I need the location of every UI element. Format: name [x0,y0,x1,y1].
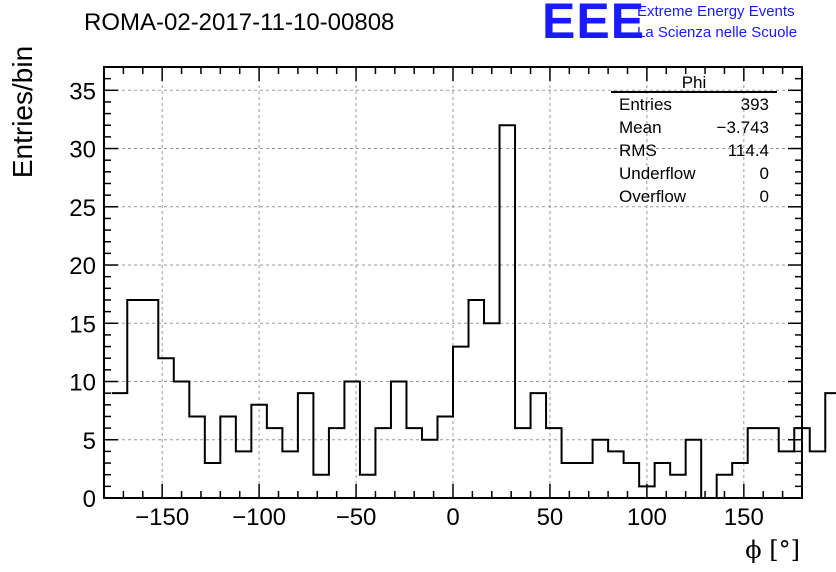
y-axis-label: Entries/bin [7,46,38,178]
logo-text-line2: La Scienza nelle Scuole [637,24,798,41]
histogram-bin [344,382,360,498]
histogram-bin [406,428,422,498]
stats-label: Overflow [619,187,687,206]
x-tick-label: 0 [446,504,459,531]
x-tick-label: 100 [627,504,667,531]
stats-box: Phi Entries 393 Mean −3.743 RMS 114.4 Underflo… [611,73,777,206]
histogram-bin [546,428,562,498]
histogram-bin [313,475,329,498]
x-tick-label: 50 [537,504,564,531]
histogram-bin [298,393,314,498]
y-tick-label: 30 [69,137,96,164]
y-tick-label: 15 [69,311,96,338]
histogram-bin [143,300,159,498]
histogram-bin [205,463,221,498]
stats-label: Mean [619,118,662,137]
histogram-bin [577,463,593,498]
histogram-bin [174,382,190,498]
axis-ticks [103,66,803,499]
y-tick-label: 35 [69,78,96,105]
stats-label: Underflow [619,164,696,183]
histogram-bin [267,428,283,498]
histogram-bin [655,463,671,498]
histogram-bin [608,451,624,498]
chart-title: ROMA-02-2017-11-10-00808 [84,9,395,36]
histogram-bin [686,440,702,498]
y-tick-label: 0 [83,486,96,513]
histogram-series [111,124,836,499]
histogram-bin [670,475,686,498]
histogram-bin [469,300,485,498]
histogram-bin [825,393,836,498]
histogram-bin [748,428,764,498]
histogram-bin [329,428,345,498]
stats-value: 114.4 [728,141,769,160]
histogram-bin [360,475,376,498]
x-tick-label: −100 [232,504,286,531]
histogram-bin [810,451,826,498]
histogram-bin [453,347,469,498]
histogram-bin [779,451,795,498]
stats-value: 0 [760,164,769,183]
stats-value: −3.743 [717,118,769,137]
eee-logo: EEE [542,0,646,49]
histogram-bin [375,428,391,498]
x-tick-label: −150 [135,504,189,531]
y-tick-label: 5 [83,428,96,455]
histogram-outline [111,124,836,499]
histogram-bin [282,451,298,498]
x-tick-label: 150 [724,504,764,531]
histogram-bin [220,416,236,498]
stats-label: RMS [619,141,657,160]
histogram-bin [189,416,205,498]
histogram-bin [500,125,516,498]
y-tick-label: 20 [69,253,96,280]
histogram-bin [112,393,128,498]
histogram-bin [158,358,174,498]
y-tick-label: 10 [69,370,96,397]
histogram-bin [422,440,438,498]
histogram-bin [732,463,748,498]
histogram-bin [763,428,779,498]
stats-value: 0 [760,187,769,206]
histogram-bin [236,451,252,498]
stats-value: 393 [741,95,769,114]
stats-title: Phi [682,73,707,92]
grid-lines [104,67,802,498]
logo-text-line1: Extreme Energy Events [637,3,795,20]
histogram-bin [484,323,500,498]
histogram-bin [127,300,143,498]
x-tick-labels: −150 −100 −50 0 50 100 150 [135,504,764,531]
histogram-bin [515,428,531,498]
y-tick-label: 25 [69,195,96,222]
histogram-bin [593,440,609,498]
stats-label: Entries [619,95,672,114]
x-axis-label: ϕ [°] [745,536,800,564]
histogram-bin [437,416,453,498]
histogram-bin [391,382,407,498]
x-tick-label: −50 [336,504,377,531]
histogram-bin [531,393,547,498]
y-tick-labels: 0 5 10 15 20 25 30 35 [69,78,96,513]
histogram-bin [624,463,640,498]
stats-rows: Entries 393 Mean −3.743 RMS 114.4 Underflow 0 Ov… [619,95,769,206]
